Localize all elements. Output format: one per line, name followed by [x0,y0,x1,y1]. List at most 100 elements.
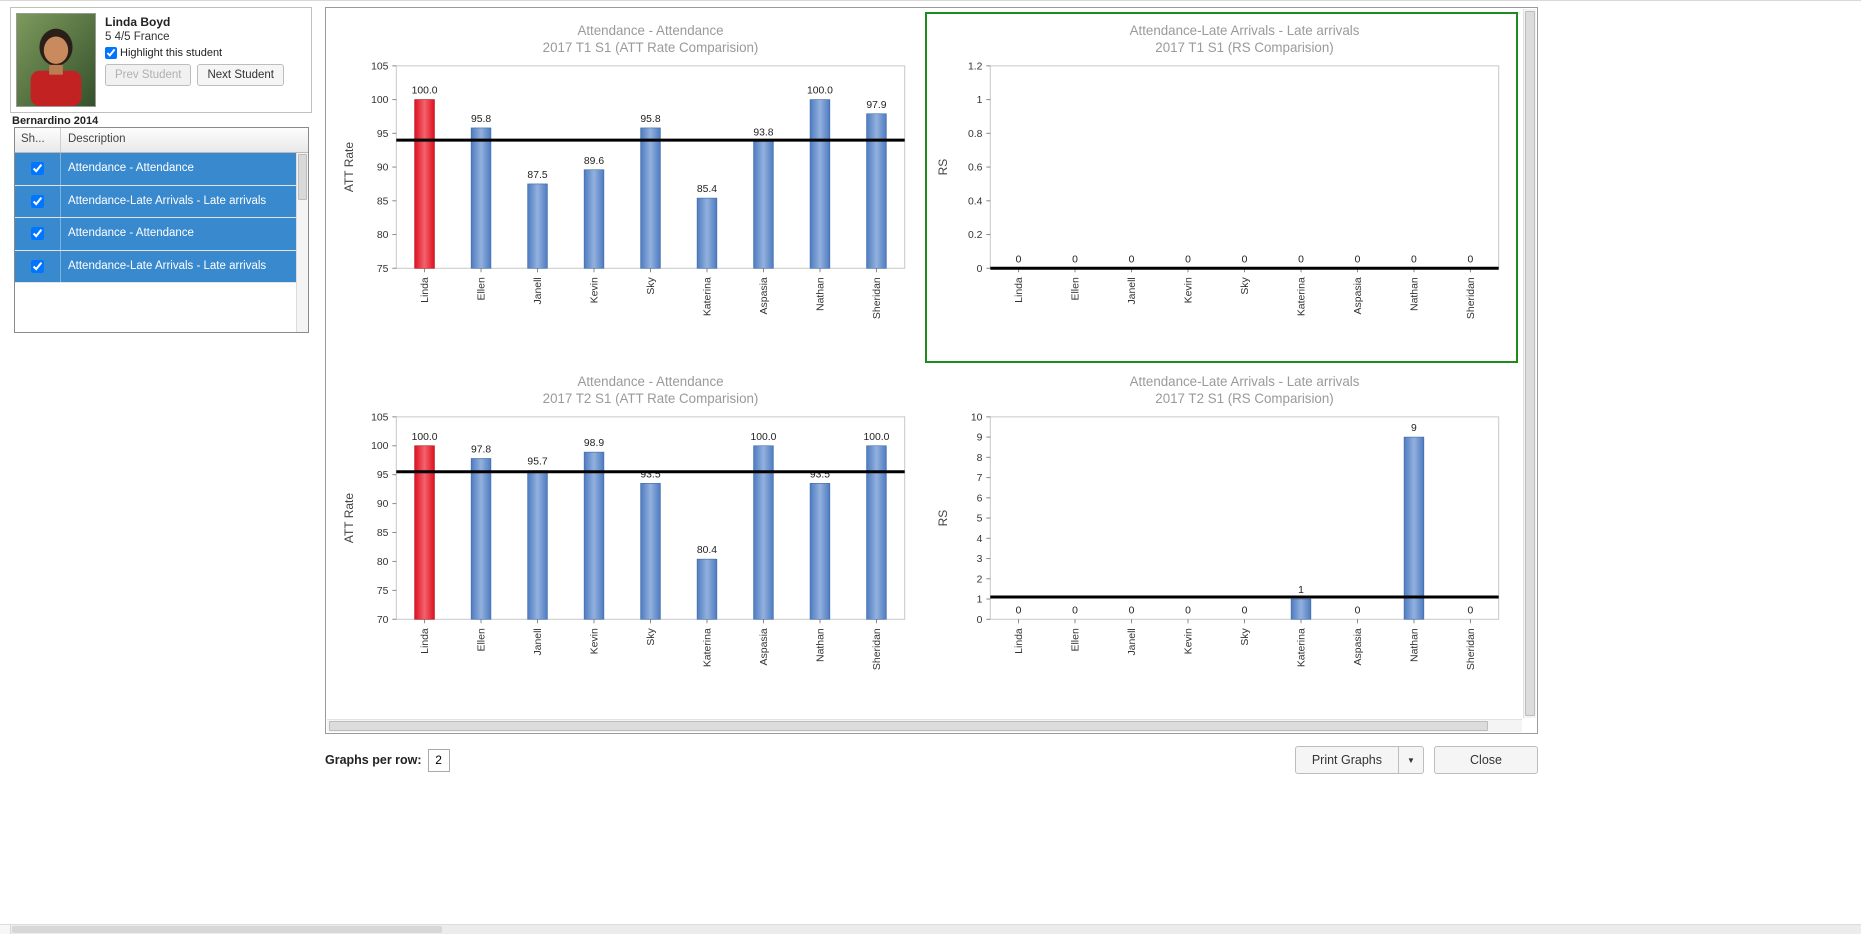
table-scrollbar-thumb[interactable] [298,154,307,200]
measures-table: Sh... Description Attendance - Attendanc… [14,127,309,333]
y-tick-label: 2 [976,574,982,585]
chart-svg: Attendance-Late Arrivals - Late arrivals… [935,374,1499,670]
bar-value-label: 0 [1354,605,1360,616]
show-checkbox[interactable] [31,227,44,241]
measure-row-1[interactable]: Attendance - Attendance [15,153,296,186]
show-checkbox[interactable] [31,162,44,175]
panel-vertical-scrollbar-thumb[interactable] [1525,11,1535,716]
show-checkbox[interactable] [31,194,44,208]
column-header-description[interactable]: Description [68,133,126,145]
graphs-per-row-input[interactable] [427,748,450,772]
charts-grid: Attendance - Attendance 2017 T1 S1 (ATT R… [331,12,1518,714]
y-tick-label: 95 [377,470,389,481]
page-horizontal-scrollbar[interactable] [0,924,1861,934]
bar-sky[interactable] [640,483,661,620]
y-tick-label: 80 [377,230,389,241]
x-axis-label: Nathan [1409,277,1420,311]
group-title: Bernardino 2014 [12,115,99,127]
bar-value-label: 0 [1128,254,1134,265]
bar-nathan[interactable] [809,99,831,269]
y-axis-label: RS [935,510,949,527]
x-axis-label: Ellen [477,628,488,651]
bar-kevin[interactable] [583,169,605,269]
bar-value-label: 97.8 [471,444,491,455]
panel-horizontal-scrollbar[interactable] [327,719,1522,732]
chart-subtitle: 2017 T2 S1 (RS Comparision) [1155,391,1333,406]
close-button[interactable]: Close [1434,746,1538,774]
chart-2-selected[interactable]: Attendance-Late Arrivals - Late arrivals… [924,12,1518,363]
bar-nathan[interactable] [809,483,831,620]
column-header-show[interactable]: Sh... [15,128,61,152]
y-axis-label: RS [935,159,949,176]
bar-janell[interactable] [527,183,548,269]
student-name: Linda Boyd [105,15,171,29]
bar-ellen[interactable] [470,127,492,269]
bar-value-label: 0 [1072,254,1078,265]
y-tick-label: 0.4 [967,196,982,207]
chart-svg: Attendance - Attendance 2017 T1 S1 (ATT R… [342,23,906,319]
x-axis-label: Aspasia [1352,628,1363,665]
student-photo [16,13,96,107]
y-tick-label: 1 [976,95,982,106]
chart-title: Attendance - Attendance [577,374,723,389]
print-graphs-dropdown-button[interactable]: ▼ [1398,746,1424,774]
panel-vertical-scrollbar[interactable] [1523,9,1536,718]
chevron-down-icon: ▼ [1407,755,1415,765]
bar-sheridan[interactable] [866,113,887,269]
bar-value-label: 95.7 [527,457,547,468]
chart-1[interactable]: Attendance - Attendance 2017 T1 S1 (ATT R… [331,12,925,363]
bar-kevin[interactable] [583,451,605,620]
bar-katerina[interactable] [696,558,718,620]
next-student-button[interactable]: Next Student [197,64,284,86]
x-axis-label: Janell [533,628,544,655]
x-axis-label: Sky [646,627,657,645]
x-axis-label: Aspasia [1352,277,1363,314]
highlight-student-label: Highlight this student [120,47,223,59]
bar-linda[interactable] [414,445,435,620]
show-checkbox[interactable] [31,259,44,273]
bar-value-label: 93.5 [640,469,660,480]
bar-value-label: 98.9 [584,438,604,449]
x-axis-label: Ellen [477,277,488,300]
x-axis-label: Ellen [1070,628,1081,651]
chart-subtitle: 2017 T1 S1 (ATT Rate Comparision) [543,40,759,55]
bar-ellen[interactable] [470,458,492,620]
x-axis-label: Aspasia [759,277,770,314]
bar-value-label: 80.4 [697,545,717,556]
y-tick-label: 95 [377,129,389,140]
panel-horizontal-scrollbar-thumb[interactable] [329,721,1489,731]
bar-value-label: 0 [1241,605,1247,616]
y-tick-label: 105 [371,61,389,72]
bar-katerina[interactable] [696,197,718,269]
chart-4[interactable]: Attendance-Late Arrivals - Late arrivals… [925,363,1519,714]
bar-katerina[interactable] [1290,598,1311,620]
x-axis-label: Janell [1127,277,1138,304]
bar-value-label: 95.8 [640,114,660,125]
bar-aspasia[interactable] [753,445,774,620]
print-graphs-button[interactable]: Print Graphs [1294,746,1399,774]
bar-aspasia[interactable] [753,141,774,269]
measure-row-4[interactable]: Attendance-Late Arrivals - Late arrivals [15,250,296,284]
x-axis-label: Linda [420,628,431,654]
highlight-student-checkbox[interactable] [105,47,117,59]
x-axis-label: Kevin [590,628,601,654]
measure-row-2[interactable]: Attendance-Late Arrivals - Late arrivals [15,185,296,219]
y-tick-label: 7 [976,473,982,484]
measures-table-body: Attendance - Attendance Attendance-Late A… [15,153,296,332]
bar-linda[interactable] [414,99,435,269]
page-horizontal-scrollbar-thumb[interactable] [12,926,442,933]
bar-janell[interactable] [527,470,548,620]
measure-row-3[interactable]: Attendance - Attendance [15,218,296,251]
bar-nathan[interactable] [1403,436,1424,620]
chart-subtitle: 2017 T2 S1 (ATT Rate Comparision) [543,391,759,406]
x-axis-label: Linda [1014,628,1025,654]
bar-sky[interactable] [640,127,661,269]
prev-student-button[interactable]: Prev Student [105,64,192,86]
chart-subtitle: 2017 T1 S1 (RS Comparision) [1155,40,1333,55]
bar-value-label: 0 [1185,254,1191,265]
table-scrollbar[interactable] [296,153,308,332]
plot-area [989,65,1499,269]
chart-title: Attendance-Late Arrivals - Late arrivals [1129,23,1359,38]
chart-3[interactable]: Attendance - Attendance 2017 T2 S1 (ATT R… [331,363,925,714]
bar-sheridan[interactable] [866,445,887,620]
